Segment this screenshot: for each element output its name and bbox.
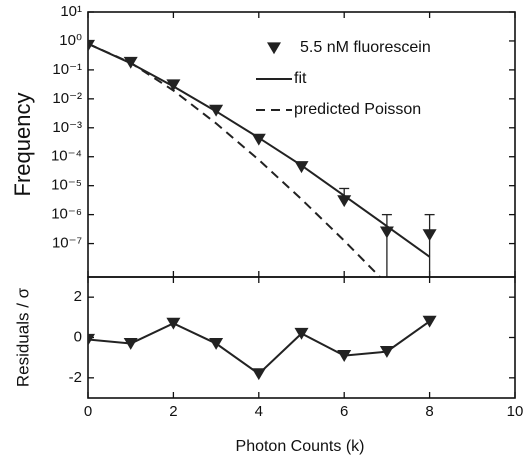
x-axis-label: Photon Counts (k) xyxy=(236,438,365,455)
y-tick-label: 2 xyxy=(74,288,82,305)
x-tick-label: 8 xyxy=(425,403,433,420)
y-tick-label: 10¹ xyxy=(60,3,82,20)
x-tick-label: 2 xyxy=(169,403,177,420)
legend-label: predicted Poisson xyxy=(294,101,421,118)
plot-area xyxy=(88,39,437,277)
marker xyxy=(88,333,95,346)
x-tick-label: 10 xyxy=(507,403,524,420)
x-tick-label: 0 xyxy=(84,403,92,420)
marker xyxy=(379,346,394,358)
y-tick-label: 10⁻¹ xyxy=(52,61,82,78)
y-tick-label: 10⁻⁴ xyxy=(51,148,82,165)
legend-label: fit xyxy=(294,70,307,87)
marker xyxy=(251,368,266,381)
x-tick-label: 4 xyxy=(255,403,263,420)
marker xyxy=(166,317,181,330)
plot-area xyxy=(88,315,437,381)
y-tick-label: 10⁻⁵ xyxy=(51,177,82,194)
legend-label: 5.5 nM fluorescein xyxy=(300,39,431,56)
y-axis-label: Residuals / σ xyxy=(13,287,32,387)
series-line xyxy=(88,320,431,376)
marker xyxy=(379,226,394,239)
series-line xyxy=(88,42,382,277)
marker xyxy=(209,337,224,350)
marker xyxy=(337,350,352,362)
marker xyxy=(88,39,95,52)
y-tick-label: 10⁰ xyxy=(59,32,82,49)
y-tick-label: 10⁻⁶ xyxy=(51,206,82,223)
x-tick-label: 6 xyxy=(340,403,348,420)
y-tick-label: -2 xyxy=(69,369,82,386)
marker xyxy=(294,327,309,340)
marker xyxy=(123,337,138,350)
marker xyxy=(337,195,352,208)
legend-marker xyxy=(267,42,281,55)
series-line xyxy=(88,42,431,258)
marker xyxy=(422,229,437,242)
y-axis-label: Frequency xyxy=(10,93,35,197)
y-tick-label: 0 xyxy=(74,328,82,345)
marker xyxy=(422,315,437,328)
y-tick-label: 10⁻² xyxy=(52,90,82,107)
y-tick-label: 10⁻⁷ xyxy=(52,235,82,252)
y-tick-label: 10⁻³ xyxy=(52,119,82,136)
